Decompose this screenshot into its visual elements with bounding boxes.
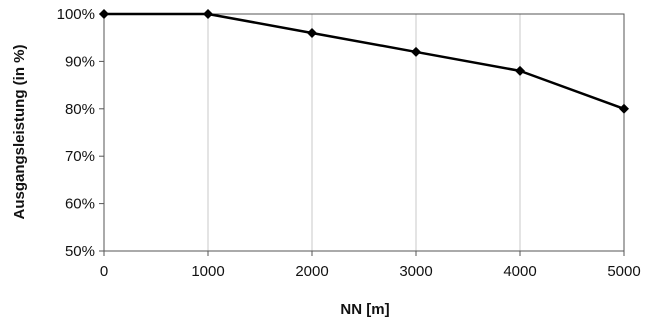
y-tick-label: 100% xyxy=(57,6,95,23)
x-tick-label: 5000 xyxy=(607,263,640,280)
series-line xyxy=(104,12,625,110)
y-axis-title: Ausgangsleistung (in %) xyxy=(11,44,28,219)
x-tick-label: 3000 xyxy=(399,263,432,280)
data-point-marker xyxy=(99,9,109,19)
plot-frame xyxy=(103,13,625,252)
grid-layer xyxy=(207,14,521,251)
data-point-marker xyxy=(203,9,213,19)
ticks-layer: 0 1000 2000 3000 4000 5000 50% 60% 70% 80% 90% 100% xyxy=(57,6,641,280)
x-tick-label: 2000 xyxy=(295,263,328,280)
x-axis-title: NN [m] xyxy=(340,301,389,318)
x-tick-label: 4000 xyxy=(503,263,536,280)
x-tick-label: 0 xyxy=(100,263,108,280)
data-point-marker xyxy=(411,46,421,57)
y-tick-label: 70% xyxy=(65,148,95,165)
data-point-marker xyxy=(515,65,525,76)
y-tick-label: 80% xyxy=(65,101,95,118)
y-tick-label: 60% xyxy=(65,196,95,213)
data-point-marker xyxy=(307,27,317,38)
x-tick-label: 1000 xyxy=(191,263,224,280)
y-tick-label: 50% xyxy=(65,243,95,260)
axes-layer xyxy=(103,13,625,252)
data-point-marker xyxy=(619,103,629,114)
y-tick-label: 90% xyxy=(65,53,95,70)
series-layer xyxy=(99,9,629,114)
